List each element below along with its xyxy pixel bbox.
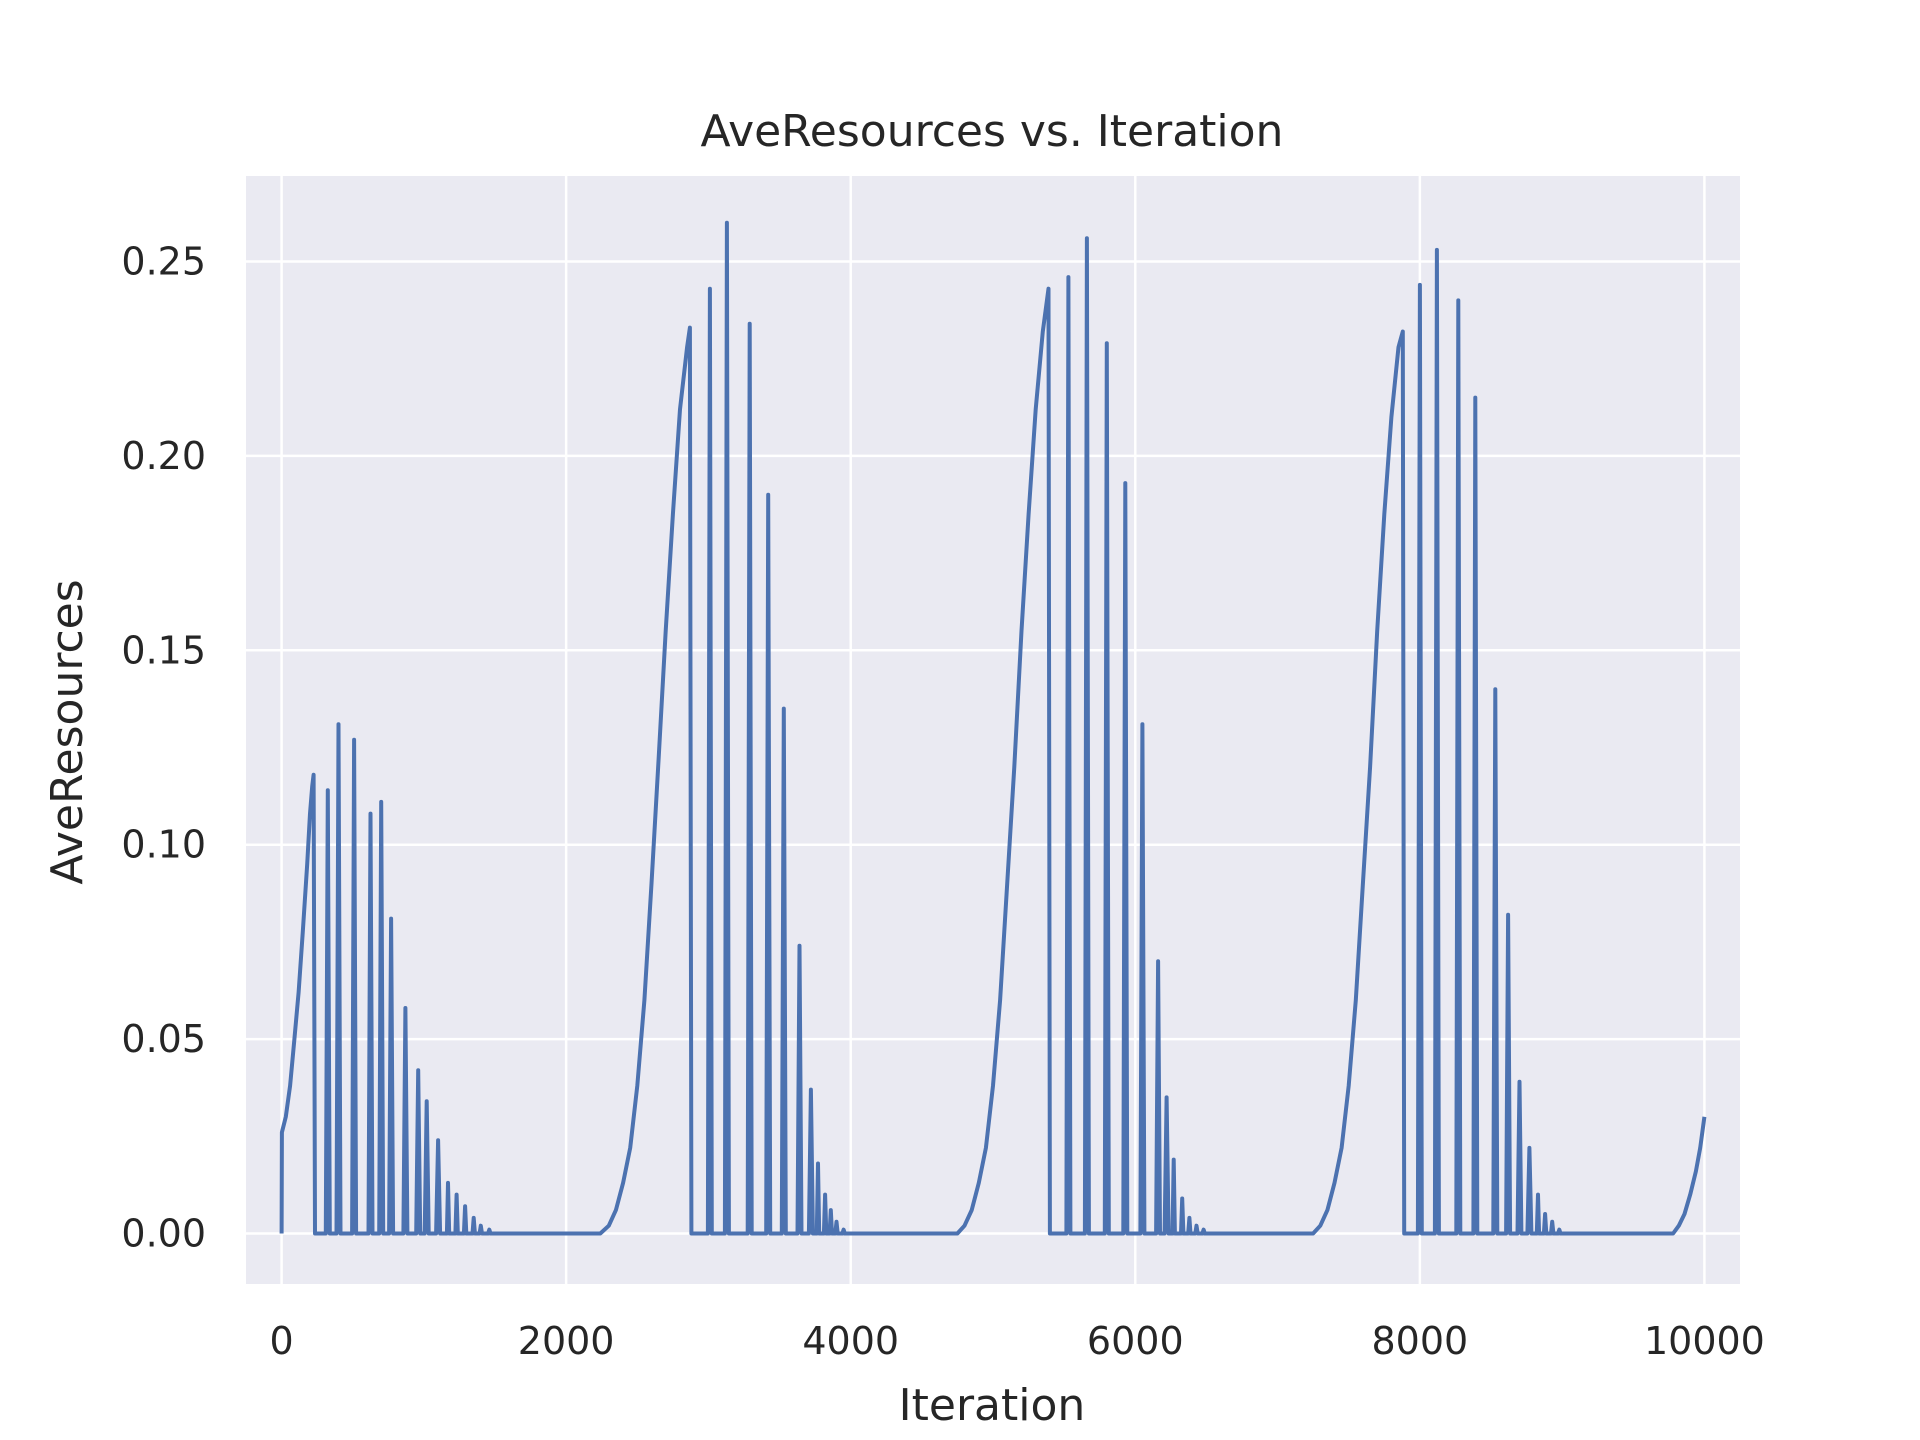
y-tick-label: 0.25 — [121, 240, 206, 284]
y-tick-label: 0.05 — [121, 1017, 206, 1061]
y-tick-label: 0.10 — [121, 823, 206, 867]
plot-area — [246, 176, 1740, 1284]
chart-title: AveResources vs. Iteration — [701, 106, 1284, 157]
data-line-group — [279, 220, 1707, 1236]
y-tick-label: 0.00 — [121, 1211, 206, 1255]
x-axis-label: Iteration — [899, 1380, 1086, 1431]
y-tick-labels: 0.00 0.05 0.10 0.15 0.20 0.25 — [121, 240, 206, 1256]
y-tick-label: 0.20 — [121, 434, 206, 478]
y-tick-label: 0.15 — [121, 628, 206, 672]
x-tick-label: 4000 — [802, 1319, 899, 1363]
x-tick-label: 8000 — [1371, 1319, 1468, 1363]
y-axis-label: AveResources — [42, 579, 93, 884]
x-tick-label: 2000 — [518, 1319, 615, 1363]
x-tick-label: 10000 — [1644, 1319, 1765, 1363]
x-tick-label: 6000 — [1087, 1319, 1184, 1363]
series-line — [279, 220, 1707, 1236]
x-tick-labels: 0 2000 4000 6000 8000 10000 — [269, 1319, 1764, 1363]
x-tick-label: 0 — [269, 1319, 293, 1363]
